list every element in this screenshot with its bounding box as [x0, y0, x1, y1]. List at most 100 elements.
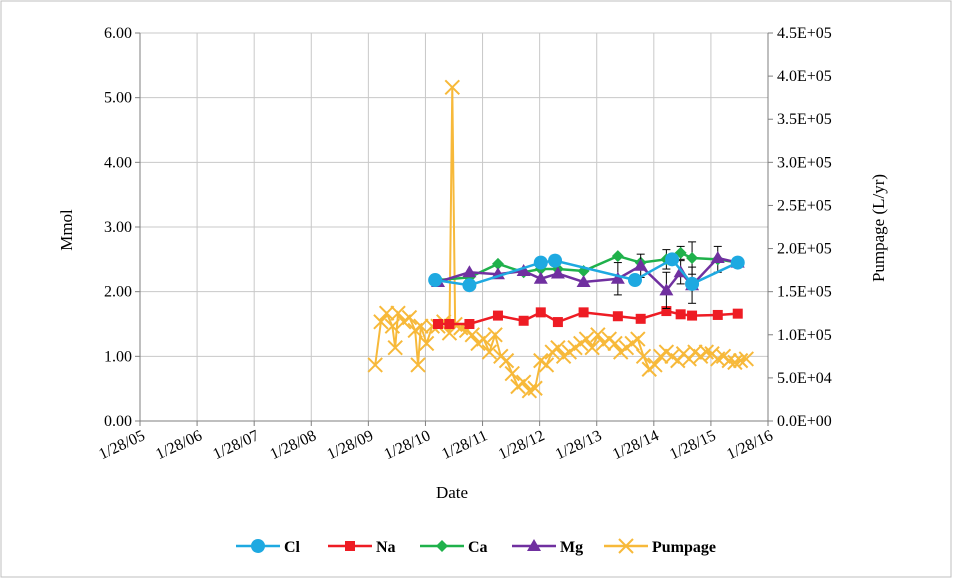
legend-label-pumpage: Pumpage	[652, 539, 716, 556]
data-point-pumpage	[387, 340, 403, 356]
x-stroke	[367, 357, 383, 373]
x-stroke	[630, 331, 646, 347]
data-point-pumpage	[367, 357, 383, 373]
y2-axis-ticks: 0.0E+00 5.0E+04 1.0E+05 1.5E+05 2.0E+05 2.5E+…	[777, 25, 832, 430]
data-point-na	[675, 309, 686, 320]
data-point-cl	[548, 253, 563, 268]
x-stroke	[504, 365, 520, 382]
x-stroke	[498, 352, 515, 369]
x-stroke	[387, 340, 403, 356]
data-point-mg	[633, 258, 648, 271]
legend-marker-cl	[251, 539, 265, 553]
axes	[135, 32, 773, 426]
x-stroke	[618, 538, 634, 554]
data-point-mg	[516, 263, 531, 276]
data-point-pumpage	[550, 340, 566, 356]
x-stroke	[578, 331, 595, 347]
data-point-pumpage	[464, 327, 480, 343]
data-point-cl	[627, 273, 642, 288]
x-stroke	[413, 318, 429, 334]
legend-item-mg: Mg	[512, 539, 583, 556]
data-point-pumpage	[590, 327, 606, 343]
x-stroke	[732, 352, 749, 369]
data-point-cl	[462, 278, 477, 293]
y2-tick-label: 2.0E+05	[777, 241, 832, 258]
data-point-pumpage	[410, 357, 426, 373]
data-point-na	[612, 311, 623, 322]
data-point-pumpage	[504, 365, 520, 382]
data-point-pumpage	[487, 327, 503, 343]
y-axis-ticks: 0.00 1.00 2.00 3.00 4.00 5.00 6.00	[104, 25, 132, 430]
legend-item-cl: Cl	[236, 539, 301, 556]
data-point-na	[712, 309, 723, 320]
data-point-pumpage	[390, 305, 406, 321]
data-point-pumpage	[481, 344, 498, 360]
data-point-pumpage	[698, 344, 715, 360]
data-point-pumpage	[727, 354, 743, 371]
x-stroke	[721, 352, 737, 369]
series-cl	[428, 252, 745, 293]
data-point-mg	[462, 265, 477, 278]
data-point-pumpage	[444, 79, 460, 96]
x-stroke	[481, 344, 498, 360]
data-point-pumpage	[538, 357, 555, 373]
series-na	[433, 306, 743, 329]
data-point-mg	[576, 274, 591, 287]
data-point-ca	[686, 252, 699, 265]
data-point-pumpage	[647, 357, 663, 373]
data-point-na	[535, 307, 546, 318]
data-point-pumpage	[413, 318, 429, 334]
x-stroke	[738, 351, 755, 367]
data-point-pumpage	[732, 352, 749, 369]
x-stroke	[538, 357, 555, 373]
data-point-cl	[730, 255, 745, 270]
y2-tick-label: 1.5E+05	[777, 284, 832, 301]
series-layer	[367, 79, 755, 399]
data-point-mg	[550, 266, 565, 279]
data-point-mg	[533, 271, 548, 284]
data-point-pumpage	[527, 380, 543, 396]
y2-tick-label: 1.0E+05	[777, 327, 832, 344]
y-tick-label: 4.00	[104, 154, 132, 171]
legend-item-pumpage: Pumpage	[604, 538, 716, 556]
legend-label-ca: Ca	[468, 539, 488, 556]
x-stroke	[727, 354, 743, 371]
data-point-pumpage	[721, 352, 737, 369]
x-stroke	[418, 335, 435, 352]
legend-marker-ca	[436, 540, 448, 552]
legend-label-mg: Mg	[560, 539, 583, 556]
data-point-pumpage	[373, 314, 389, 330]
data-point-pumpage	[738, 351, 755, 367]
data-point-na	[578, 307, 589, 318]
y-tick-label: 6.00	[104, 25, 132, 42]
x-stroke	[635, 348, 652, 365]
x-stroke	[607, 335, 623, 352]
data-point-na	[552, 317, 563, 328]
legend-item-na: Na	[328, 539, 396, 556]
legend-marker-pumpage	[618, 538, 634, 554]
data-point-ca	[611, 250, 624, 263]
x-stroke	[584, 340, 600, 356]
data-point-cl	[428, 273, 443, 288]
x-stroke	[590, 327, 606, 343]
data-point-pumpage	[630, 331, 646, 347]
data-point-pumpage	[378, 305, 395, 321]
y2-axis-title: Pumpage (L/yr)	[869, 174, 888, 282]
y-tick-label: 1.00	[104, 348, 132, 365]
data-point-mg	[710, 251, 725, 264]
y-axis-title: Mmol	[57, 209, 76, 251]
data-point-mg	[610, 271, 625, 284]
x-stroke	[550, 340, 566, 356]
data-point-na	[464, 319, 475, 329]
gridlines	[140, 32, 769, 421]
data-point-na	[661, 306, 672, 317]
x-stroke	[527, 380, 543, 396]
y2-tick-label: 4.0E+05	[777, 68, 832, 85]
y2-tick-label: 2.5E+05	[777, 197, 832, 214]
legend-marker-mg	[527, 539, 541, 551]
y2-tick-label: 3.5E+05	[777, 111, 832, 128]
data-point-pumpage	[515, 374, 532, 390]
data-point-na	[433, 319, 444, 329]
